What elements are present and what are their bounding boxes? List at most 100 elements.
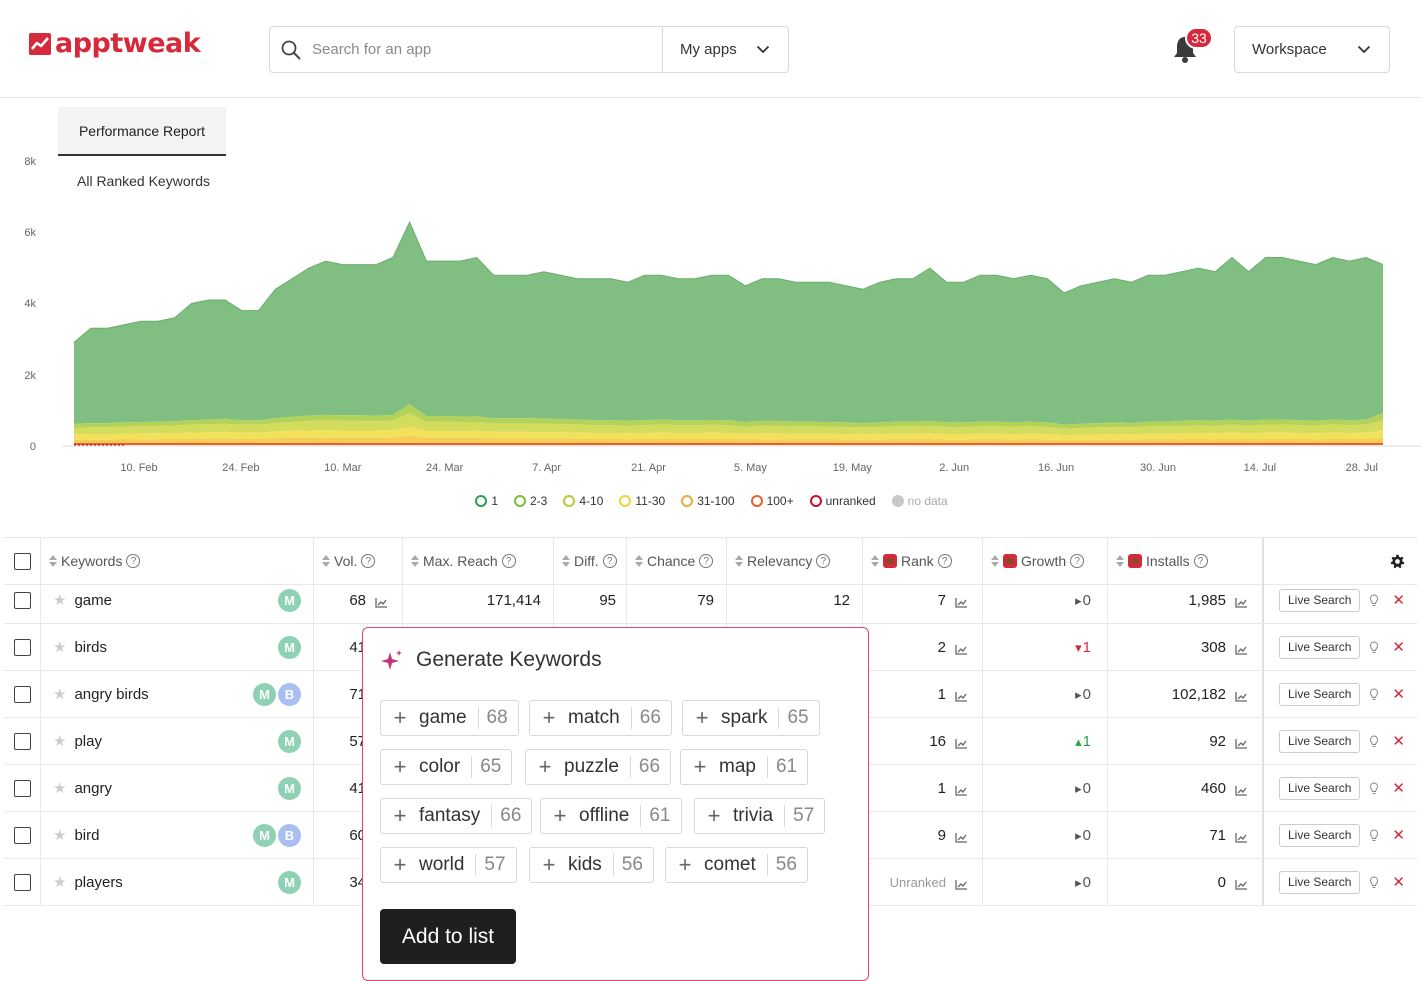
- help-icon[interactable]: ?: [1070, 554, 1085, 568]
- keyword-suggestion-chip[interactable]: + match 66: [529, 700, 672, 736]
- keyword-text[interactable]: bird: [74, 826, 100, 844]
- gear-icon[interactable]: [1390, 554, 1405, 569]
- keyword-suggestion-chip[interactable]: + spark 65: [682, 700, 820, 736]
- remove-keyword-icon[interactable]: ✕: [1392, 592, 1405, 609]
- live-search-button[interactable]: Live Search: [1279, 588, 1361, 612]
- help-icon[interactable]: ?: [126, 554, 141, 568]
- keyword-suggestion-chip[interactable]: + offline 61: [540, 798, 682, 834]
- keyword-suggestion-chip[interactable]: + world 57: [380, 847, 517, 883]
- trend-chart-icon[interactable]: [955, 877, 968, 890]
- header-chance[interactable]: Chance?: [627, 538, 727, 584]
- header-growth[interactable]: Growth?: [983, 538, 1108, 584]
- legend-item[interactable]: 4-10: [561, 494, 603, 508]
- row-checkbox[interactable]: [13, 873, 31, 891]
- star-icon[interactable]: ★: [53, 733, 67, 750]
- legend-item[interactable]: unranked: [808, 494, 876, 508]
- star-icon[interactable]: ★: [53, 639, 67, 656]
- header-diff[interactable]: Diff.?: [554, 538, 627, 584]
- star-icon[interactable]: ★: [53, 780, 67, 797]
- row-checkbox[interactable]: [13, 638, 31, 656]
- keyword-text[interactable]: angry: [74, 779, 112, 797]
- header-relevancy[interactable]: Relevancy?: [727, 538, 863, 584]
- star-icon[interactable]: ★: [53, 827, 67, 844]
- help-icon[interactable]: ?: [816, 554, 831, 568]
- keyword-suggestion-chip[interactable]: + fantasy 66: [380, 798, 533, 834]
- trend-chart-icon[interactable]: [1235, 830, 1248, 843]
- header-keywords[interactable]: Keywords?: [41, 538, 314, 584]
- remove-keyword-icon[interactable]: ✕: [1392, 686, 1405, 703]
- live-search-button[interactable]: Live Search: [1279, 823, 1361, 847]
- header-vol[interactable]: Vol.?: [314, 538, 403, 584]
- help-icon[interactable]: ?: [699, 554, 714, 568]
- keyword-text[interactable]: players: [74, 873, 123, 891]
- header-installs[interactable]: Installs?: [1108, 538, 1264, 584]
- trend-chart-icon[interactable]: [1235, 783, 1248, 796]
- star-icon[interactable]: ★: [53, 592, 67, 609]
- search-input[interactable]: [312, 27, 662, 72]
- star-icon[interactable]: ★: [53, 874, 67, 891]
- remove-keyword-icon[interactable]: ✕: [1392, 874, 1405, 891]
- my-apps-dropdown[interactable]: My apps: [662, 27, 788, 72]
- legend-item[interactable]: 11-30: [617, 494, 665, 508]
- header-rank[interactable]: Rank?: [863, 538, 983, 584]
- lightbulb-icon[interactable]: [1369, 829, 1379, 841]
- apptweak-logo[interactable]: apptweak: [29, 30, 201, 57]
- trend-chart-icon[interactable]: [955, 595, 968, 608]
- keyword-suggestion-chip[interactable]: + map 61: [680, 749, 809, 785]
- live-search-button[interactable]: Live Search: [1279, 682, 1361, 706]
- trend-chart-icon[interactable]: [375, 595, 388, 608]
- keyword-suggestion-chip[interactable]: + puzzle 66: [525, 749, 672, 785]
- trend-chart-icon[interactable]: [955, 642, 968, 655]
- legend-item[interactable]: 31-100: [679, 494, 735, 508]
- keyword-suggestion-chip[interactable]: + trivia 57: [694, 798, 826, 834]
- keyword-text[interactable]: birds: [74, 638, 107, 656]
- row-checkbox[interactable]: [13, 685, 31, 703]
- live-search-button[interactable]: Live Search: [1279, 870, 1361, 894]
- legend-item[interactable]: 2-3: [512, 494, 547, 508]
- row-checkbox[interactable]: [13, 826, 31, 844]
- trend-chart-icon[interactable]: [1235, 877, 1248, 890]
- trend-chart-icon[interactable]: [1235, 642, 1248, 655]
- help-icon[interactable]: ?: [602, 554, 617, 568]
- remove-keyword-icon[interactable]: ✕: [1392, 780, 1405, 797]
- lightbulb-icon[interactable]: [1369, 594, 1379, 606]
- remove-keyword-icon[interactable]: ✕: [1392, 639, 1405, 656]
- ranked-keywords-area-chart[interactable]: apptweak: [0, 150, 1421, 460]
- keyword-suggestion-chip[interactable]: + kids 56: [529, 847, 654, 883]
- trend-chart-icon[interactable]: [1235, 595, 1248, 608]
- lightbulb-icon[interactable]: [1369, 876, 1379, 888]
- lightbulb-icon[interactable]: [1369, 688, 1379, 700]
- lightbulb-icon[interactable]: [1369, 782, 1379, 794]
- select-all-checkbox[interactable]: [13, 552, 31, 570]
- lightbulb-icon[interactable]: [1369, 735, 1379, 747]
- trend-chart-icon[interactable]: [955, 736, 968, 749]
- keyword-text[interactable]: game: [74, 591, 112, 609]
- help-icon[interactable]: ?: [1193, 554, 1208, 568]
- tab-performance-report[interactable]: Performance Report: [58, 107, 226, 156]
- remove-keyword-icon[interactable]: ✕: [1392, 733, 1405, 750]
- help-icon[interactable]: ?: [361, 554, 376, 568]
- row-checkbox[interactable]: [13, 779, 31, 797]
- trend-chart-icon[interactable]: [955, 689, 968, 702]
- row-checkbox[interactable]: [13, 732, 31, 750]
- trend-chart-icon[interactable]: [955, 830, 968, 843]
- trend-chart-icon[interactable]: [1235, 689, 1248, 702]
- trend-chart-icon[interactable]: [1235, 736, 1248, 749]
- header-max-reach[interactable]: Max. Reach?: [403, 538, 554, 584]
- keyword-text[interactable]: play: [74, 732, 102, 750]
- live-search-button[interactable]: Live Search: [1279, 729, 1361, 753]
- star-icon[interactable]: ★: [53, 686, 67, 703]
- trend-chart-icon[interactable]: [955, 783, 968, 796]
- help-icon[interactable]: ?: [937, 554, 952, 568]
- workspace-dropdown[interactable]: Workspace: [1234, 26, 1390, 73]
- add-to-list-button[interactable]: Add to list: [380, 909, 516, 964]
- remove-keyword-icon[interactable]: ✕: [1392, 827, 1405, 844]
- legend-item[interactable]: no data: [890, 494, 948, 508]
- keyword-suggestion-chip[interactable]: + game 68: [380, 700, 519, 736]
- row-checkbox[interactable]: [13, 591, 31, 609]
- help-icon[interactable]: ?: [501, 554, 516, 568]
- keyword-suggestion-chip[interactable]: + color 65: [380, 749, 513, 785]
- live-search-button[interactable]: Live Search: [1279, 776, 1361, 800]
- keyword-text[interactable]: angry birds: [74, 685, 149, 703]
- legend-item[interactable]: 1: [473, 494, 498, 508]
